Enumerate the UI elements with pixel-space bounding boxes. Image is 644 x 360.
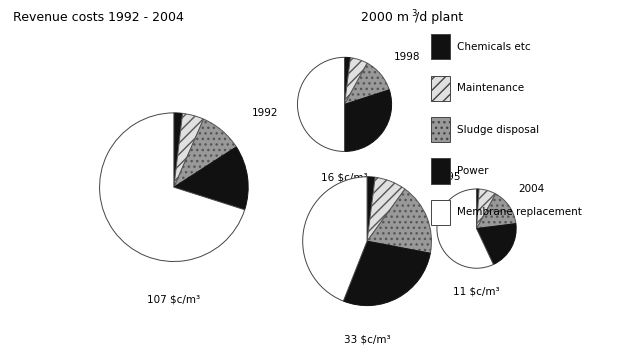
Text: Revenue costs 1992 - 2004: Revenue costs 1992 - 2004 (13, 11, 184, 24)
Wedge shape (174, 119, 236, 187)
Wedge shape (174, 113, 204, 187)
Bar (431, 34, 450, 59)
Wedge shape (303, 177, 367, 301)
Wedge shape (174, 113, 183, 187)
Wedge shape (345, 90, 392, 152)
Text: 11 $c/m³: 11 $c/m³ (453, 286, 500, 296)
Wedge shape (367, 189, 431, 253)
Bar (431, 200, 450, 225)
Wedge shape (174, 147, 248, 210)
Text: Membrane replacement: Membrane replacement (457, 207, 582, 217)
Wedge shape (367, 177, 405, 241)
Text: 3: 3 (411, 9, 416, 18)
Bar (431, 117, 450, 142)
Wedge shape (345, 58, 367, 104)
Text: 16 $c/m³: 16 $c/m³ (321, 173, 368, 183)
Wedge shape (100, 113, 245, 261)
Wedge shape (345, 57, 350, 104)
Text: Maintenance: Maintenance (457, 83, 524, 93)
Text: 2000 m: 2000 m (361, 11, 409, 24)
Wedge shape (343, 241, 430, 306)
Text: 1998: 1998 (394, 52, 421, 62)
Text: 1995: 1995 (435, 172, 461, 182)
Wedge shape (345, 63, 390, 104)
Text: Sludge disposal: Sludge disposal (457, 125, 540, 135)
Wedge shape (477, 189, 479, 229)
Wedge shape (477, 194, 516, 229)
Wedge shape (477, 224, 516, 265)
Bar (431, 76, 450, 101)
Text: Chemicals etc: Chemicals etc (457, 42, 531, 52)
Wedge shape (367, 177, 375, 241)
Text: /d plant: /d plant (415, 11, 464, 24)
Text: 107 $c/m³: 107 $c/m³ (147, 295, 200, 305)
Wedge shape (437, 189, 493, 268)
Text: 2004: 2004 (518, 184, 544, 194)
Wedge shape (298, 57, 345, 152)
Wedge shape (477, 189, 496, 229)
Text: 1992: 1992 (252, 108, 278, 118)
Text: Power: Power (457, 166, 489, 176)
Text: 33 $c/m³: 33 $c/m³ (344, 334, 390, 345)
Bar (431, 158, 450, 184)
